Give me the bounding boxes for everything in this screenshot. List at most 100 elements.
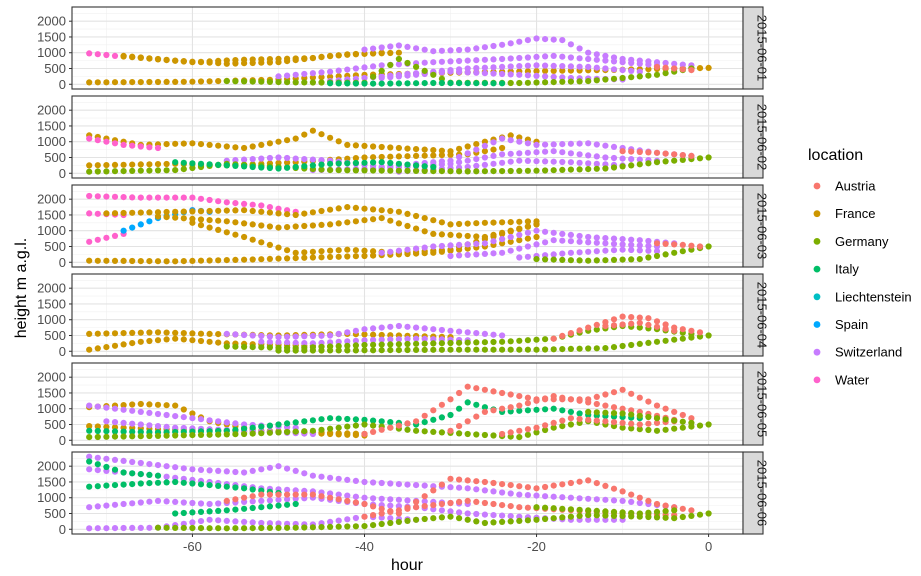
data-point [327,474,334,481]
data-point [533,492,540,499]
data-point [249,493,256,500]
data-point [688,334,695,341]
data-point [309,222,316,229]
data-point [266,164,273,172]
data-point [559,53,566,60]
y-tick-label: 500 [44,239,66,254]
data-point [103,433,110,440]
data-point [154,462,162,469]
data-point [619,163,626,170]
data-point [636,314,643,321]
data-point [120,419,127,426]
legend-item: Spain [813,317,868,332]
data-point [129,209,136,216]
data-point [361,74,368,82]
data-point [619,256,626,263]
data-point [378,167,385,174]
data-point [481,56,488,63]
data-point [163,432,170,439]
data-point [111,161,119,168]
data-point [602,508,609,515]
legend-swatch [813,348,821,356]
data-point [241,207,248,214]
data-point [344,167,351,174]
data-point [86,458,93,465]
data-point [86,50,93,57]
data-point [103,502,110,509]
data-point [206,508,213,515]
data-point [309,417,316,424]
data-point [559,37,566,44]
data-point [301,55,308,63]
data-point [103,193,110,200]
data-point [154,401,162,408]
data-point [421,46,428,53]
data-point [507,137,514,144]
data-point [284,58,291,65]
data-point [585,233,592,241]
data-point [481,404,488,411]
data-point [490,42,497,50]
data-point [593,77,600,84]
data-point [507,71,514,78]
data-point [361,347,368,354]
data-point [636,256,643,263]
data-point [559,481,566,488]
data-point [215,525,222,532]
data-point [533,68,540,75]
data-point [120,500,127,508]
data-point [610,389,618,396]
data-point [352,247,359,254]
data-point [421,228,428,235]
data-point [524,235,532,242]
data-point [318,248,325,255]
data-point [172,498,179,505]
data-point [696,65,704,72]
data-point [507,238,514,245]
data-point [567,150,575,157]
data-point [499,70,506,78]
data-point [473,330,480,337]
y-tick-label: 2000 [37,103,66,118]
data-point [473,498,480,505]
data-point [610,404,618,411]
data-point [481,161,488,168]
data-point [309,79,316,86]
data-point [421,167,428,175]
legend-swatch [813,238,821,245]
data-point [421,146,428,153]
data-point [344,51,351,58]
data-point [559,74,566,81]
data-point [490,152,497,159]
data-point [232,60,239,67]
facet-strip-label: 2015-06-03 [755,193,770,260]
data-point [516,157,523,164]
data-point [275,165,282,172]
data-point [344,423,351,430]
data-point [94,257,101,264]
data-point [542,239,549,246]
data-point [421,67,428,74]
data-point [593,141,600,148]
data-point [542,426,549,434]
data-point [94,210,101,217]
data-point [628,256,635,263]
data-point [292,255,299,262]
data-point [404,43,411,51]
data-point [464,168,471,175]
data-point [361,430,368,438]
data-point [318,254,325,261]
data-point [241,163,248,170]
data-point [602,76,609,83]
data-point [344,66,351,73]
data-point [688,512,695,520]
data-point [645,66,652,73]
data-point [499,489,506,496]
data-point [387,153,394,160]
data-point [499,41,506,48]
data-point [481,386,488,393]
data-point [361,154,368,161]
data-point [490,56,497,63]
